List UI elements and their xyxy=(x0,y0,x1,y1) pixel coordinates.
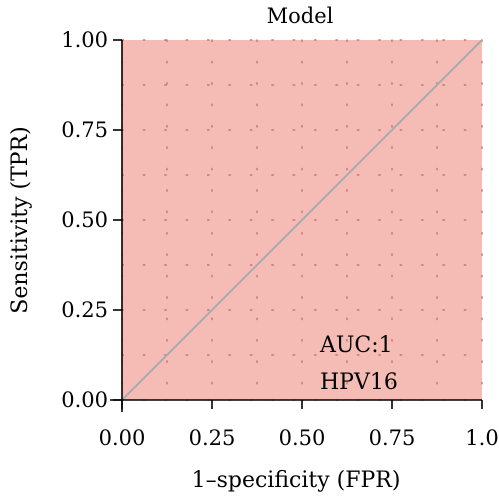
y-tick-label: 0.00 xyxy=(61,388,108,412)
chart-title: Model xyxy=(267,4,334,28)
roc-curve-line xyxy=(121,39,483,401)
x-tick-label: 0.00 xyxy=(99,426,146,450)
y-tick-label: 0.50 xyxy=(61,208,108,232)
series-layer xyxy=(121,39,483,401)
axis-layer: 0.00 0.25 0.50 0.75 1.0 0.00 0.25 0.50 0.75 1.00 xyxy=(61,28,498,450)
auc-annotation: AUC:1 xyxy=(319,333,393,358)
y-tick-label: 1.00 xyxy=(61,28,108,52)
y-tick-label: 0.75 xyxy=(61,118,108,142)
x-tick-label: 0.75 xyxy=(369,426,416,450)
y-axis-title: Sensitivity (TPR) xyxy=(8,126,33,313)
y-tick-label: 0.25 xyxy=(61,298,108,322)
text-layer: Model 1–specificity (FPR) Sensitivity (TPR… xyxy=(8,4,400,493)
label-annotation: HPV16 xyxy=(320,370,398,395)
x-axis-title: 1–specificity (FPR) xyxy=(192,468,401,493)
x-tick-label: 0.25 xyxy=(189,426,236,450)
x-tick-label: 1.0 xyxy=(465,426,498,450)
x-tick-label: 0.50 xyxy=(279,426,326,450)
